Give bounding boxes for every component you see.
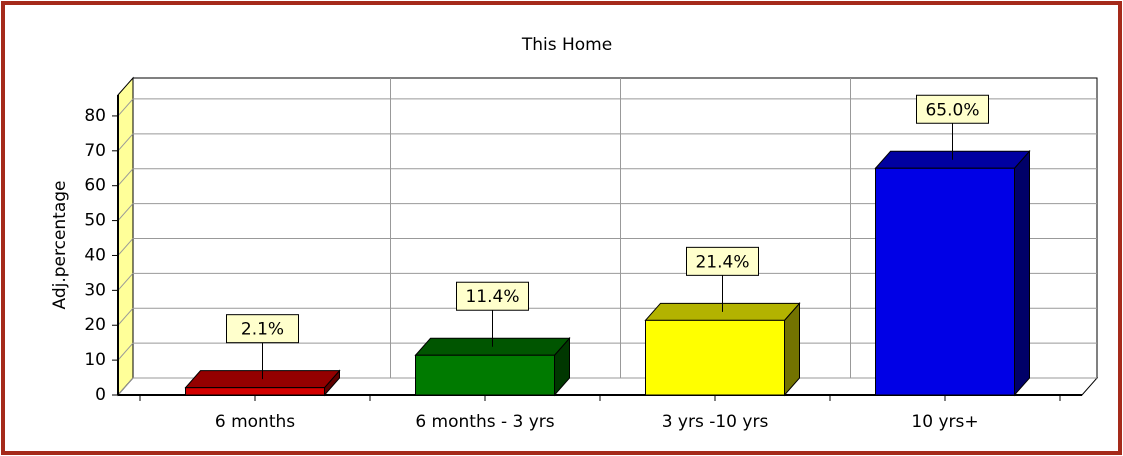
x-tick-label: 3 yrs -10 yrs xyxy=(662,412,769,432)
grid-line-side xyxy=(117,168,134,187)
y-tick-label: 80 xyxy=(84,106,106,126)
value-label: 65.0% xyxy=(925,100,979,120)
bar xyxy=(415,354,555,396)
grid-line-side xyxy=(117,342,134,361)
y-axis-label: Adj.percentage xyxy=(50,180,70,309)
value-label: 11.4% xyxy=(465,287,519,307)
y-tick-label: 70 xyxy=(84,141,106,161)
value-label: 2.1% xyxy=(241,320,284,340)
y-tick-label: 50 xyxy=(84,211,106,231)
grid-line-side xyxy=(117,98,134,117)
y-tick-label: 20 xyxy=(84,315,106,335)
left-wall xyxy=(117,76,134,397)
bar-side xyxy=(1014,149,1030,397)
x-tick-label: 6 months - 3 yrs xyxy=(415,412,554,432)
label-box xyxy=(226,314,299,344)
grid-line-side xyxy=(117,133,134,152)
grid-line-side xyxy=(117,273,134,291)
grid-line-side xyxy=(117,307,134,326)
bar xyxy=(645,319,785,396)
label-box xyxy=(456,281,529,311)
label-box xyxy=(686,246,759,276)
bar xyxy=(875,167,1015,396)
chart-title: This Home xyxy=(521,35,612,55)
grid-line-side xyxy=(117,377,134,396)
grid-line-side xyxy=(117,203,134,221)
y-tick-label: 0 xyxy=(95,385,106,405)
x-tick-label: 6 months xyxy=(215,412,295,432)
y-tick-label: 60 xyxy=(84,176,106,196)
y-tick-label: 40 xyxy=(84,245,106,265)
y-tick-label: 30 xyxy=(84,280,106,300)
grid-line-side xyxy=(117,238,134,256)
bar xyxy=(185,387,325,396)
y-tick-label: 10 xyxy=(84,350,106,370)
value-label: 21.4% xyxy=(695,252,749,272)
x-tick-label: 10 yrs+ xyxy=(911,412,978,432)
label-box xyxy=(916,94,989,124)
